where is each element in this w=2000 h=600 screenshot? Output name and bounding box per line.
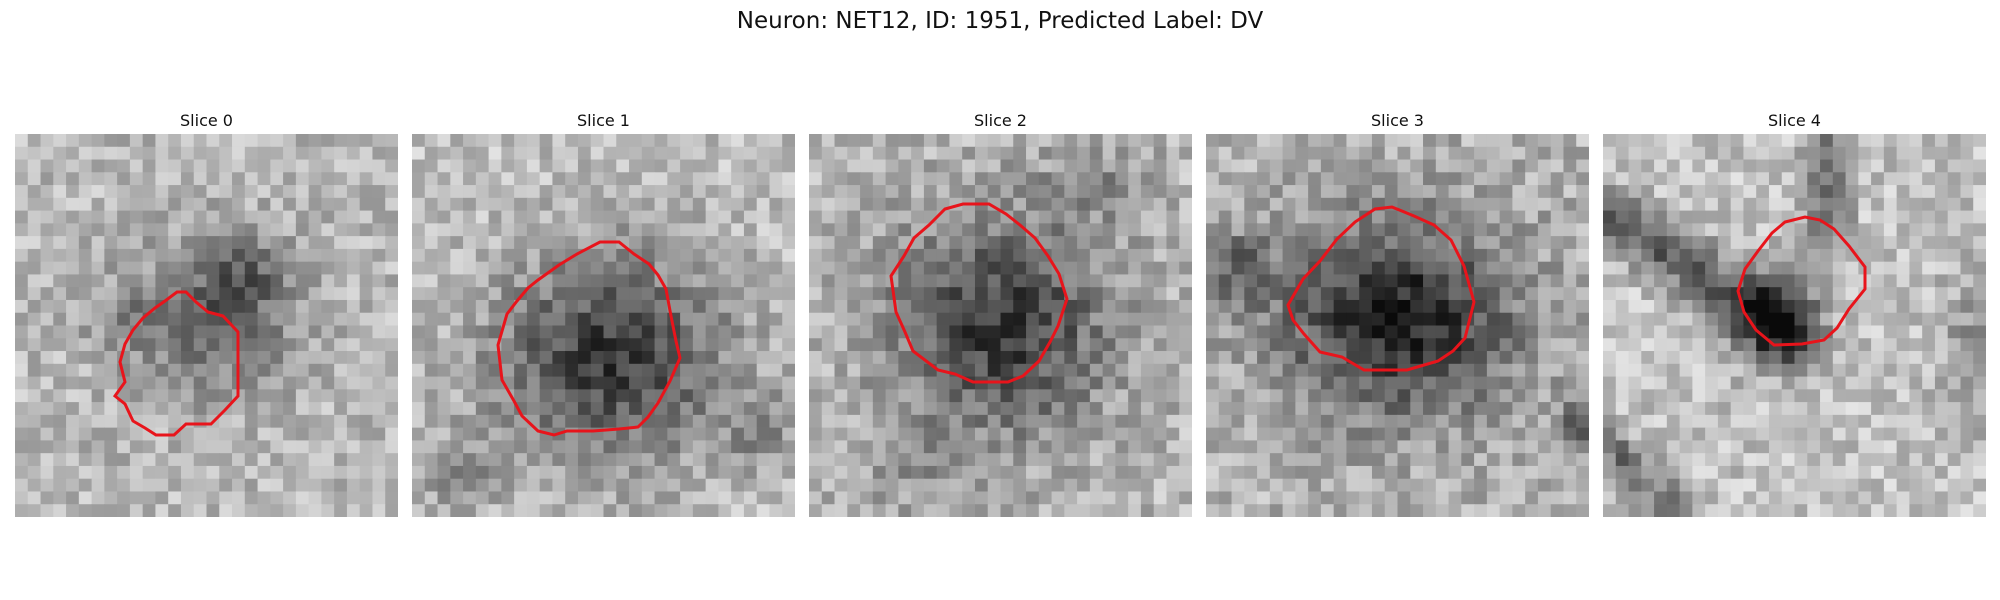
slice-image-0 bbox=[15, 134, 398, 517]
slice-image-2 bbox=[809, 134, 1192, 517]
neuron-contour bbox=[1286, 205, 1476, 372]
neuron-contour bbox=[496, 240, 682, 437]
slice-panel-2: Slice 2 bbox=[809, 108, 1192, 517]
neuron-contour bbox=[112, 290, 240, 437]
slice-title: Slice 0 bbox=[180, 111, 233, 130]
slice-title: Slice 3 bbox=[1371, 111, 1424, 130]
slice-title: Slice 4 bbox=[1768, 111, 1821, 130]
micrograph-pixels bbox=[809, 134, 1192, 517]
slice-panel-1: Slice 1 bbox=[412, 108, 795, 517]
slice-image-4 bbox=[1603, 134, 1986, 517]
slice-image-1 bbox=[412, 134, 795, 517]
slice-image-3 bbox=[1206, 134, 1589, 517]
micrograph-pixels bbox=[412, 134, 795, 517]
slice-panel-3: Slice 3 bbox=[1206, 108, 1589, 517]
slice-panel-0: Slice 0 bbox=[15, 108, 398, 517]
micrograph-pixels bbox=[15, 134, 398, 517]
micrograph-pixels bbox=[1206, 134, 1589, 517]
slice-title: Slice 2 bbox=[974, 111, 1027, 130]
figure-title: Neuron: NET12, ID: 1951, Predicted Label… bbox=[736, 8, 1264, 34]
neuron-contour bbox=[1736, 215, 1867, 347]
slice-panel-4: Slice 4 bbox=[1603, 108, 1986, 517]
neuron-contour bbox=[889, 202, 1069, 384]
micrograph-pixels bbox=[1603, 134, 1986, 517]
slice-title: Slice 1 bbox=[577, 111, 630, 130]
